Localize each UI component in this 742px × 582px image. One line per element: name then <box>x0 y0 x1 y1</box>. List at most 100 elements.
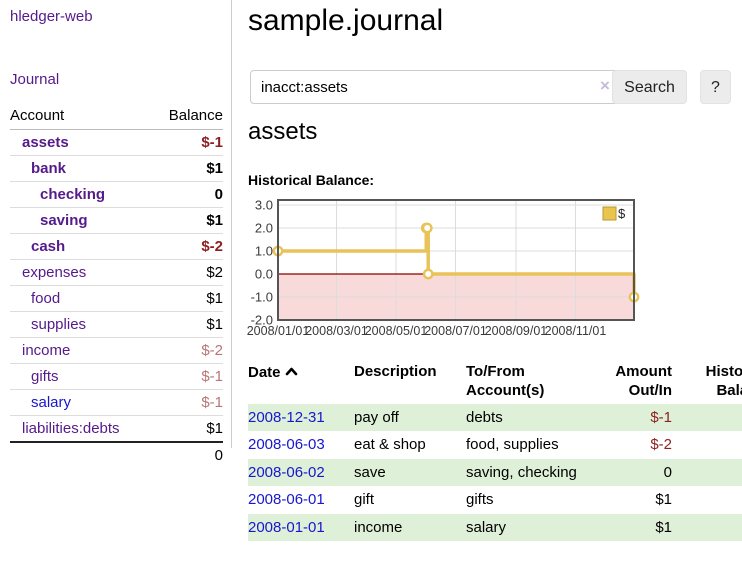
svg-text:2008/07/01: 2008/07/01 <box>424 324 487 338</box>
register-col-balance: Historical Balance <box>705 363 742 399</box>
transaction-description: pay off <box>354 408 399 426</box>
svg-text:1.0: 1.0 <box>255 244 273 259</box>
svg-text:2008/09/01: 2008/09/01 <box>485 324 548 338</box>
account-link-salary[interactable]: salary <box>31 394 72 411</box>
accounts-total-row: 0 <box>10 441 223 468</box>
transaction-description: save <box>354 463 386 481</box>
account-balance: $1 <box>152 207 223 234</box>
register-header-row: Date Description To/From Account(s) Amou… <box>248 360 742 404</box>
transaction-amount: $-2 <box>650 436 672 453</box>
accounts-header-row: Account Balance <box>10 104 223 130</box>
svg-text:2008/05/01: 2008/05/01 <box>365 324 428 338</box>
register-col-tofrom: To/From Account(s) <box>466 363 545 399</box>
transaction-accounts: salary <box>466 518 507 536</box>
account-row-gifts: gifts $-1 <box>10 363 223 390</box>
svg-text:-2.0: -2.0 <box>251 313 273 328</box>
transaction-date-link[interactable]: 2008-06-02 <box>248 463 325 481</box>
svg-text:-1.0: -1.0 <box>251 290 273 305</box>
transaction-amount: $1 <box>655 518 672 536</box>
account-link-checking[interactable]: checking <box>40 186 106 203</box>
account-heading: assets <box>248 118 318 145</box>
account-link-cash[interactable]: cash <box>31 238 66 255</box>
register-row: 2008-12-31 pay off debts $-1 $-1 <box>248 403 742 432</box>
sort-asc-icon <box>285 363 298 382</box>
account-link-bank[interactable]: bank <box>31 160 67 177</box>
transaction-accounts: saving, checking <box>466 463 577 481</box>
accounts-col-account: Account <box>10 104 153 130</box>
account-link-liabilities-debts[interactable]: liabilities:debts <box>22 420 120 437</box>
chart-title: Historical Balance: <box>248 172 375 188</box>
account-link-food[interactable]: food <box>31 290 61 307</box>
account-row-saving: saving $1 <box>10 207 223 234</box>
svg-text:2008/01/01: 2008/01/01 <box>247 324 310 338</box>
transaction-accounts: food, supplies <box>466 436 559 453</box>
transaction-accounts: gifts <box>466 491 494 508</box>
account-link-income[interactable]: income <box>22 342 71 359</box>
transaction-description: eat & shop <box>354 436 426 453</box>
transaction-description: gift <box>354 491 375 508</box>
account-balance: $-1 <box>152 389 223 416</box>
transaction-date-link[interactable]: 2008-01-01 <box>248 518 325 536</box>
main-content: sample.journal × Search ? assets Histori… <box>247 0 742 541</box>
account-row-food: food $1 <box>10 285 223 312</box>
account-balance: $-1 <box>152 363 223 390</box>
accounts-total-value: 0 <box>152 441 223 468</box>
transaction-date-link[interactable]: 2008-06-01 <box>248 491 325 508</box>
account-row-checking: checking 0 <box>10 181 223 208</box>
account-row-assets: assets $-1 <box>10 130 223 156</box>
search-button[interactable]: Search <box>612 70 687 104</box>
accounts-col-balance: Balance <box>152 104 223 130</box>
account-balance: $-2 <box>152 337 223 364</box>
register-col-description: Description <box>354 363 437 380</box>
transaction-description: income <box>354 518 403 536</box>
account-link-assets[interactable]: assets <box>22 134 69 151</box>
account-balance: $1 <box>152 311 223 338</box>
register-col-date-label: Date <box>248 364 281 381</box>
svg-text:3.0: 3.0 <box>255 198 273 213</box>
historical-balance-chart: $3.0 2.0 1.0 0.0 -1.0 -2.0 2008/01/01 2008/03/0… <box>242 198 742 343</box>
account-row-cash: cash $-2 <box>10 233 223 260</box>
transaction-amount: 0 <box>663 463 672 481</box>
account-row-salary: salary $-1 <box>10 389 223 416</box>
search-form: × Search ? <box>248 70 742 106</box>
transaction-balance: $2 <box>680 459 742 487</box>
transaction-amount: $1 <box>655 491 672 508</box>
register-table: Date Description To/From Account(s) Amou… <box>248 360 742 541</box>
svg-text:2008/03/01: 2008/03/01 <box>305 324 368 338</box>
transaction-balance: $2 <box>680 486 742 514</box>
account-balance: $1 <box>152 285 223 312</box>
transaction-date-link[interactable]: 2008-06-03 <box>248 436 325 453</box>
clear-search-icon[interactable]: × <box>600 76 610 95</box>
transaction-balance: $-1 <box>680 404 742 432</box>
account-link-supplies[interactable]: supplies <box>31 316 87 333</box>
register-row: 2008-06-01 gift gifts $1 $2 <box>248 486 742 514</box>
register-col-date[interactable]: Date <box>248 360 354 404</box>
register-row: 2008-06-02 save saving, checking 0 $2 <box>248 458 742 487</box>
search-input[interactable] <box>250 70 624 104</box>
sidebar-item-journal[interactable]: Journal <box>10 71 60 88</box>
transaction-date-link[interactable]: 2008-12-31 <box>248 408 325 426</box>
account-link-saving[interactable]: saving <box>40 212 88 229</box>
transaction-accounts: debts <box>466 408 503 426</box>
account-row-supplies: supplies $1 <box>10 311 223 338</box>
account-row-liabilities-debts: liabilities:debts $1 <box>10 415 223 442</box>
account-link-expenses[interactable]: expenses <box>22 264 87 281</box>
account-link-gifts[interactable]: gifts <box>31 368 59 385</box>
help-button[interactable]: ? <box>700 70 731 104</box>
svg-text:2.0: 2.0 <box>255 221 273 236</box>
transaction-balance: 0 <box>680 431 742 459</box>
app-title-link[interactable]: hledger-web <box>10 8 93 25</box>
register-row: 2008-06-03 eat & shop food, supplies $-2… <box>248 431 742 459</box>
account-row-expenses: expenses $2 <box>10 259 223 286</box>
svg-text:0.0: 0.0 <box>255 267 273 282</box>
register-row: 2008-01-01 income salary $1 $1 <box>248 513 742 541</box>
accounts-table: Account Balance assets $-1 bank $1 check… <box>10 104 223 468</box>
svg-text:$: $ <box>618 206 626 221</box>
sidebar: hledger-web Journal Account Balance asse… <box>0 0 232 468</box>
account-balance: $1 <box>152 415 223 442</box>
account-row-bank: bank $1 <box>10 155 223 182</box>
account-balance: $-2 <box>152 233 223 260</box>
account-balance: $2 <box>152 259 223 286</box>
svg-text:2008/11/01: 2008/11/01 <box>545 324 607 338</box>
account-balance: $1 <box>152 155 223 182</box>
